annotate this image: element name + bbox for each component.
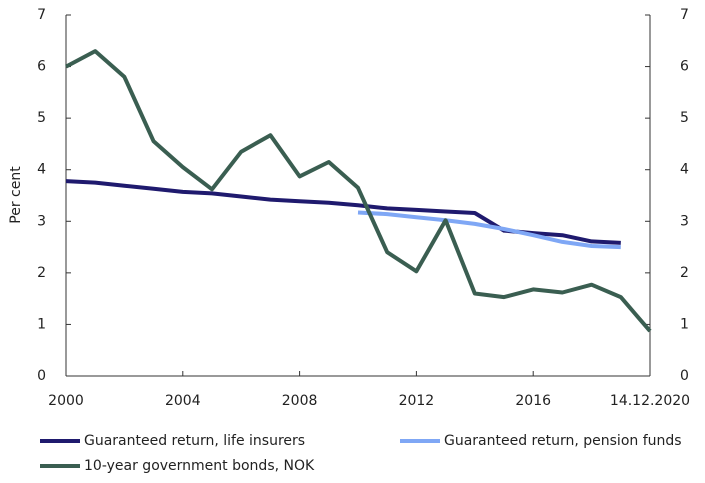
- y-tick-label: 0: [37, 368, 46, 384]
- y2-tick-label: 0: [680, 368, 689, 384]
- y2-tick-label: 7: [680, 7, 689, 23]
- x-tick-label: 2016: [515, 393, 551, 409]
- series-line: [65, 179, 621, 245]
- legend-label: Guaranteed return, life insurers: [84, 433, 305, 449]
- y-tick-label: 6: [37, 59, 46, 75]
- y-tick-label: 3: [37, 213, 46, 229]
- x-tick-label: 2000: [48, 393, 84, 409]
- y-tick-label: 7: [37, 7, 46, 23]
- y-tick-label: 5: [37, 110, 46, 126]
- y-axis-label: Per cent: [8, 166, 24, 224]
- y2-tick-label: 6: [680, 59, 689, 75]
- y2-tick-label: 2: [680, 265, 689, 281]
- y-tick-label: 1: [37, 316, 46, 332]
- series-line: [357, 210, 621, 250]
- x-tick-label: 2012: [399, 393, 435, 409]
- y2-tick-label: 3: [680, 213, 689, 229]
- y2-tick-label: 1: [680, 316, 689, 332]
- x-tick-label: 2008: [282, 393, 318, 409]
- y2-tick-label: 4: [680, 162, 689, 178]
- legend-label: 10-year government bonds, NOK: [84, 458, 315, 474]
- legend-label: Guaranteed return, pension funds: [444, 433, 682, 449]
- series-line: [65, 49, 652, 333]
- x-tick-label: 2004: [165, 393, 201, 409]
- x-tick-label: 14.12.2020: [610, 393, 690, 409]
- y-tick-label: 2: [37, 265, 46, 281]
- y2-tick-label: 5: [680, 110, 689, 126]
- y-tick-label: 4: [37, 162, 46, 178]
